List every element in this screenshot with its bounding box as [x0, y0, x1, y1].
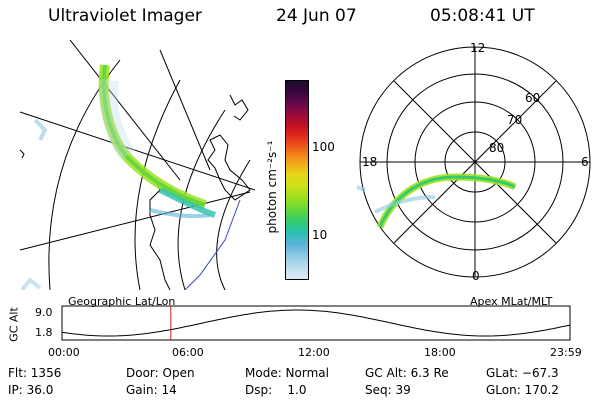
- geographic-map: [19, 40, 256, 290]
- lat-arc: [216, 159, 251, 290]
- instrument-title: Ultraviolet Imager: [48, 6, 202, 26]
- lon-line: [19, 191, 251, 251]
- altitude-plot: [61, 305, 571, 341]
- coastline: [229, 94, 249, 121]
- left-map-caption: Geographic Lat/Lon: [68, 295, 176, 308]
- mlt-line: [393, 80, 557, 244]
- lat-label-60: 60: [525, 91, 540, 105]
- aurora-oval: [20, 64, 216, 290]
- dsp-value: Dsp: 1.0: [245, 383, 307, 397]
- flight-number: Flt: 1356: [8, 366, 62, 380]
- colorbar-tick-100: 100: [312, 140, 335, 154]
- mode-value: Mode: Normal: [245, 366, 329, 380]
- right-map-caption: Apex MLat/MLT: [470, 295, 553, 308]
- colorbar-unit-label: photon cm⁻²s⁻¹: [265, 140, 279, 234]
- mlt-label-18: 18: [362, 155, 377, 169]
- seq-value: Seq: 39: [365, 383, 411, 397]
- apex-polar-map: 12 18 6 0 60 70 80: [356, 41, 591, 283]
- ip-value: IP: 36.0: [8, 383, 54, 397]
- altitude-curve: [61, 309, 571, 337]
- header-time: 05:08:41 UT: [430, 6, 535, 26]
- coastline-blue: [184, 199, 241, 290]
- colorbar: [285, 80, 309, 280]
- gc-alt-value: GC Alt: 6.3 Re: [365, 366, 449, 380]
- door-status: Door: Open: [126, 366, 195, 380]
- altitude-ylabel: GC Alt: [7, 307, 21, 342]
- aurora-oval-polar: [356, 173, 517, 229]
- lon-line: [159, 49, 211, 171]
- gain-value: Gain: 14: [126, 383, 177, 397]
- mlt-label-6: 6: [581, 155, 589, 169]
- coastline: [149, 179, 171, 290]
- altitude-xtick-3: 18:00: [424, 346, 456, 359]
- lat-arc: [134, 79, 181, 290]
- glon-value: GLon: 170.2: [486, 383, 559, 397]
- lat-label-70: 70: [507, 113, 522, 127]
- lat-label-80: 80: [489, 141, 504, 155]
- glat-value: GLat: −67.3: [486, 366, 559, 380]
- lon-line: [69, 40, 181, 181]
- coastline: [207, 134, 251, 201]
- lat-arc: [177, 109, 226, 290]
- coastline: [19, 149, 25, 159]
- altitude-ytick-high: 9.0: [35, 306, 53, 319]
- mlt-label-0: 0: [472, 269, 480, 283]
- altitude-xtick-2: 12:00: [298, 346, 330, 359]
- lon-line: [19, 111, 256, 191]
- mlt-label-12: 12: [470, 41, 485, 55]
- header-date: 24 Jun 07: [276, 6, 357, 26]
- colorbar-tick-10: 10: [312, 228, 328, 242]
- altitude-xtick-4: 23:59: [550, 346, 582, 359]
- altitude-ytick-low: 1.8: [35, 326, 53, 339]
- altitude-xtick-1: 06:00: [172, 346, 204, 359]
- altitude-xtick-0: 00:00: [48, 346, 80, 359]
